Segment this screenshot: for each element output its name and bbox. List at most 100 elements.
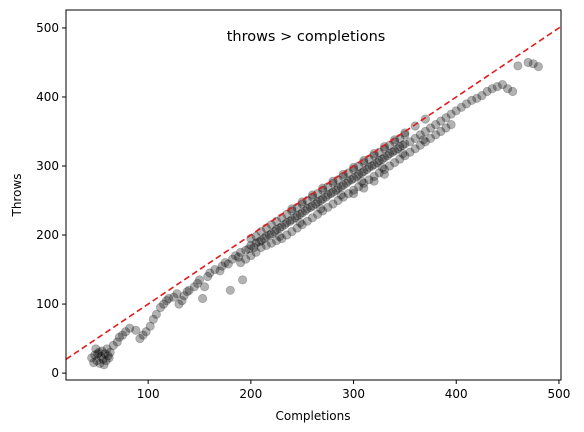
data-point: [351, 171, 362, 181]
data-point: [389, 158, 400, 168]
data-point: [420, 137, 430, 147]
data-point: [266, 238, 276, 248]
data-point: [194, 275, 205, 285]
data-point: [336, 182, 346, 192]
data-point: [246, 251, 256, 261]
data-point: [382, 151, 392, 161]
data-point: [215, 266, 225, 276]
data-point: [477, 91, 487, 101]
data-point: [192, 278, 203, 288]
data-point: [338, 180, 348, 190]
data-point: [141, 327, 151, 337]
data-point: [400, 139, 410, 149]
data-point: [395, 142, 405, 152]
data-point: [497, 80, 508, 90]
data-point: [338, 192, 348, 202]
data-point: [326, 189, 336, 199]
data-point: [159, 299, 169, 309]
data-point: [316, 195, 326, 206]
data-point: [254, 237, 264, 247]
data-point: [98, 354, 108, 364]
data-point: [318, 194, 328, 204]
plot-frame: [65, 9, 562, 381]
data-point: [323, 190, 333, 200]
data-point: [148, 314, 158, 324]
data-point: [482, 86, 492, 97]
data-point: [138, 330, 148, 340]
data-point: [372, 158, 382, 168]
data-point: [379, 153, 389, 163]
data-point: [223, 259, 233, 269]
data-point: [343, 176, 353, 186]
data-point: [297, 208, 307, 218]
data-point: [233, 252, 244, 262]
data-point: [261, 231, 271, 241]
data-point: [364, 162, 374, 172]
data-point: [174, 299, 184, 309]
data-point: [91, 344, 101, 354]
data-points: [87, 57, 544, 370]
y-tick-label: 200: [36, 228, 59, 242]
data-point: [287, 204, 297, 214]
data-point: [410, 133, 420, 143]
data-point: [508, 86, 518, 97]
data-point: [162, 295, 172, 306]
data-point: [94, 347, 104, 357]
data-point: [114, 332, 125, 342]
data-point: [346, 175, 357, 185]
data-point: [436, 126, 446, 137]
y-tick-label: 0: [51, 366, 59, 380]
data-point: [220, 257, 230, 268]
x-tick-label: 100: [137, 387, 160, 401]
y-axis-ticks: 0 100 200 300 400 500: [36, 21, 66, 380]
data-point: [374, 168, 384, 178]
data-point: [269, 227, 280, 237]
data-point: [125, 323, 135, 333]
data-point: [369, 176, 379, 186]
data-point: [348, 162, 359, 172]
data-point: [467, 95, 477, 106]
data-point: [230, 251, 241, 261]
data-point: [117, 330, 128, 340]
data-point: [487, 84, 497, 94]
data-point: [89, 358, 99, 368]
data-point: [431, 120, 441, 130]
data-point: [389, 135, 400, 145]
data-point: [395, 154, 405, 164]
data-point: [236, 257, 246, 268]
data-point: [379, 164, 389, 175]
data-point: [131, 325, 141, 335]
data-point: [528, 59, 538, 69]
data-point: [405, 137, 415, 147]
data-point: [135, 333, 145, 344]
data-point: [97, 346, 107, 356]
data-point: [155, 302, 166, 313]
data-point: [310, 199, 321, 209]
data-point: [251, 247, 261, 257]
data-point: [244, 244, 254, 254]
data-point: [101, 356, 111, 366]
data-point: [328, 199, 338, 209]
y-tick-label: 500: [36, 21, 59, 35]
data-point: [359, 166, 369, 177]
data-point: [323, 202, 333, 212]
data-point: [456, 102, 466, 112]
data-point: [461, 99, 472, 109]
data-point: [513, 61, 523, 71]
data-point: [446, 120, 456, 130]
data-point: [436, 116, 446, 126]
data-point: [336, 190, 346, 200]
data-point: [441, 113, 451, 123]
data-point: [198, 293, 208, 304]
data-point: [384, 149, 395, 159]
data-point: [305, 202, 315, 212]
data-point: [169, 292, 179, 302]
data-point: [182, 286, 192, 297]
data-point: [184, 285, 194, 295]
data-point: [369, 160, 379, 170]
data-point: [249, 242, 259, 253]
data-point: [256, 236, 266, 246]
data-point: [341, 178, 351, 188]
data-point: [266, 229, 276, 239]
